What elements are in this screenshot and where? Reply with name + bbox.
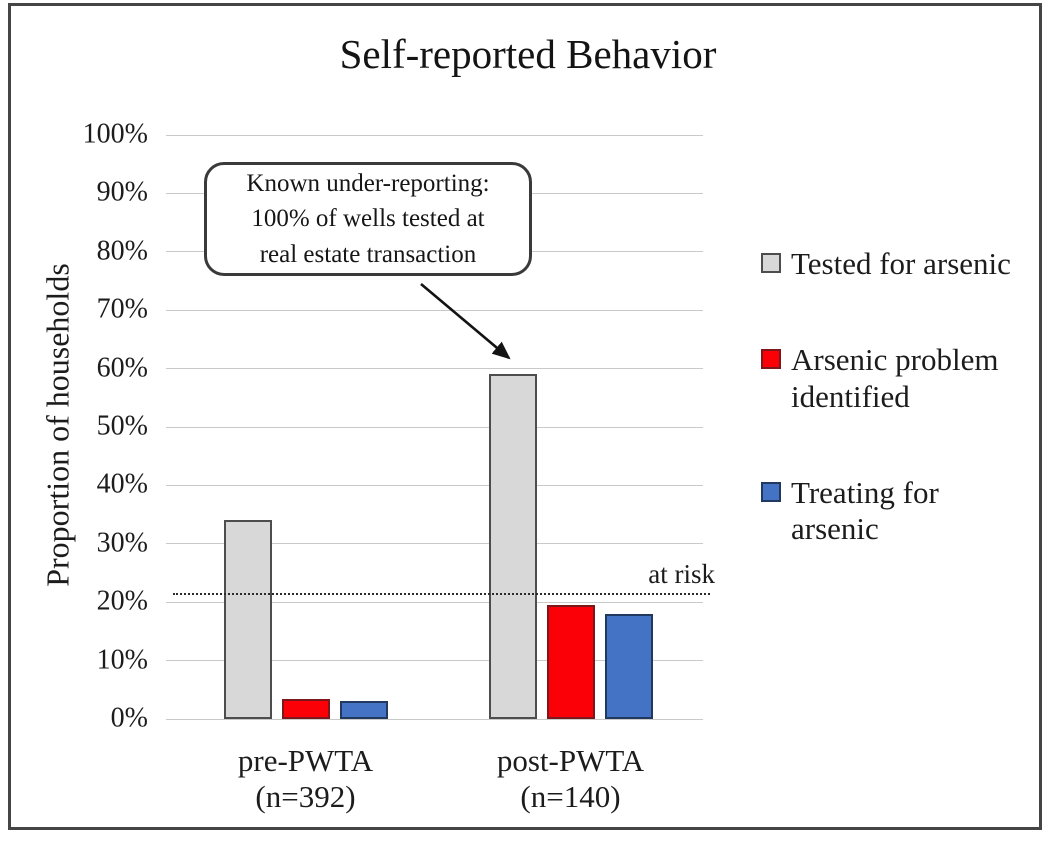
y-tick-label: 0% bbox=[110, 702, 148, 734]
y-tick-label: 80% bbox=[96, 235, 148, 267]
at-risk-label: at risk bbox=[648, 559, 715, 590]
x-category-label: post-PWTA (n=140) bbox=[496, 743, 645, 814]
legend: Tested for arsenic Arsenic problem identi… bbox=[761, 246, 1013, 547]
bar bbox=[488, 374, 537, 719]
y-tick-label: 50% bbox=[96, 410, 148, 442]
gridline bbox=[166, 660, 703, 662]
gridline bbox=[166, 484, 703, 486]
gridline bbox=[166, 134, 703, 136]
chart-figure: Self-reported Behavior Proportion of hou… bbox=[8, 3, 1042, 830]
gridline bbox=[166, 309, 703, 311]
y-tick-label: 90% bbox=[96, 176, 148, 208]
bar bbox=[546, 605, 595, 719]
bar bbox=[223, 520, 272, 719]
x-category-label: pre-PWTA (n=392) bbox=[237, 743, 374, 814]
legend-item: Tested for arsenic bbox=[761, 246, 1013, 282]
bar bbox=[281, 698, 330, 719]
gridline bbox=[166, 543, 703, 545]
chart-title: Self-reported Behavior bbox=[339, 31, 717, 77]
y-tick-label: 30% bbox=[96, 527, 148, 559]
legend-label: Arsenic problem identified bbox=[791, 342, 999, 414]
legend-item: Treating for arsenic bbox=[761, 475, 1013, 548]
annotation-callout: Known under-reporting: 100% of wells tes… bbox=[204, 162, 532, 276]
legend-item: Arsenic problem identified bbox=[761, 342, 1013, 415]
y-tick-label: 60% bbox=[96, 351, 148, 383]
y-tick-label: 10% bbox=[96, 643, 148, 675]
gridline bbox=[166, 368, 703, 370]
gridline bbox=[166, 718, 703, 720]
legend-swatch-icon bbox=[761, 349, 781, 370]
gridline bbox=[166, 601, 703, 603]
y-tick-label: 100% bbox=[82, 118, 148, 150]
bar bbox=[604, 613, 653, 719]
annotation-text: Known under-reporting: 100% of wells tes… bbox=[246, 169, 490, 268]
legend-label: Tested for arsenic bbox=[791, 246, 1011, 281]
y-tick-label: 40% bbox=[96, 468, 148, 500]
y-tick-label: 20% bbox=[96, 585, 148, 617]
legend-label: Treating for arsenic bbox=[791, 474, 939, 547]
annotation-arrow bbox=[420, 283, 511, 360]
legend-swatch-icon bbox=[761, 253, 781, 273]
legend-swatch-icon bbox=[761, 481, 781, 502]
plot-area: at risk bbox=[166, 134, 715, 720]
at-risk-reference-line bbox=[173, 593, 710, 596]
gridline bbox=[166, 426, 703, 428]
y-tick-label: 70% bbox=[96, 293, 148, 325]
bar bbox=[339, 701, 388, 719]
